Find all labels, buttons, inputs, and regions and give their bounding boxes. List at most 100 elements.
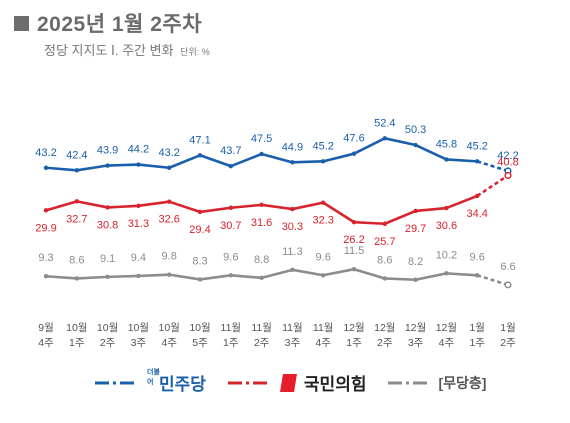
data-point-dem: [43, 165, 49, 170]
data-label-dem: 44.2: [128, 144, 149, 156]
data-point-none: [290, 267, 295, 273]
data-point-dem: [413, 142, 418, 148]
data-label-none: 8.3: [192, 255, 207, 267]
data-point-none: [197, 277, 203, 282]
data-point-none: [444, 271, 449, 276]
series-last-segment-dem: [476, 160, 509, 173]
x-tick-label: 2주: [500, 337, 516, 349]
data-label-ppp: 40.8: [497, 156, 518, 168]
x-tick-label: 3주: [408, 337, 424, 349]
data-label-dem: 42.4: [66, 149, 87, 161]
x-tick-label: 5주: [192, 337, 208, 349]
data-label-ppp: 31.6: [251, 217, 272, 229]
series-last-segment-none: [476, 274, 509, 287]
x-tick-label: 11월: [221, 322, 242, 334]
data-label-none: 8.6: [69, 254, 84, 266]
data-label-none: 9.6: [316, 251, 331, 263]
x-tick-label: 3주: [285, 337, 301, 349]
data-label-ppp: 25.7: [374, 236, 395, 248]
x-tick-label: 4주: [439, 337, 455, 349]
legend-line-ppp-icon: [227, 381, 270, 384]
ppp-logo-icon: [279, 373, 297, 392]
x-tick-label: 3주: [131, 337, 147, 349]
data-point-ppp: [413, 208, 418, 214]
dem-logo-icon: 더불어: [145, 369, 165, 393]
x-tick-label: 12월: [436, 322, 457, 334]
data-label-ppp: 29.4: [189, 224, 210, 236]
subtitle: 정당 지지도 Ⅰ. 주간 변화 단위: %: [44, 40, 210, 59]
data-label-dem: 50.3: [405, 124, 426, 136]
x-tick-label: 10월: [97, 322, 118, 334]
x-tick-label: 1주: [469, 337, 485, 349]
x-tick-label: 4주: [315, 337, 331, 349]
data-point-dem: [74, 168, 80, 173]
data-label-ppp: 32.6: [158, 214, 179, 226]
data-point-dem: [167, 165, 172, 170]
data-label-dem: 47.5: [251, 133, 272, 145]
data-label-none: 9.3: [38, 252, 53, 264]
legend-line-dem-icon: [95, 381, 137, 384]
x-tick-label: 1주: [346, 337, 362, 349]
data-label-none: 10.2: [436, 249, 457, 261]
data-point-ppp: [321, 200, 326, 205]
data-point-ppp: [167, 199, 172, 204]
data-point-ppp: [136, 203, 141, 209]
data-label-ppp: 30.8: [97, 219, 118, 231]
data-label-none: 8.2: [408, 256, 423, 268]
x-tick-label: 11월: [282, 322, 303, 334]
data-label-dem: 45.8: [436, 138, 457, 150]
data-label-ppp: 34.4: [466, 208, 487, 220]
data-label-ppp: 26.2: [343, 234, 364, 246]
data-point-ppp: [228, 205, 233, 210]
data-label-dem: 45.2: [312, 140, 333, 152]
legend-item-none: [무당층]: [388, 373, 486, 393]
data-label-none: 9.8: [162, 251, 177, 263]
legend: 더불어 민주당 국민의힘 [무당층]: [95, 369, 508, 395]
data-point-dem: [197, 153, 203, 158]
data-label-dem: 47.1: [189, 134, 210, 146]
data-point-dem: [382, 136, 387, 141]
x-tick-label: 9월: [38, 322, 54, 334]
data-point-dem: [136, 162, 141, 167]
x-tick-label: 12월: [374, 322, 395, 334]
data-point-none: [167, 272, 172, 277]
data-point-none: [321, 273, 326, 278]
data-label-none: 8.6: [377, 254, 392, 266]
data-label-none: 9.6: [223, 251, 238, 263]
data-point-none: [136, 273, 141, 279]
data-label-ppp: 29.9: [35, 222, 56, 234]
data-point-dem: [259, 151, 264, 157]
data-point-dem: [321, 159, 326, 164]
data-point-ppp: [382, 221, 387, 226]
data-label-dem: 45.2: [466, 140, 487, 152]
legend-label-none: [무당층]: [438, 374, 487, 391]
data-label-dem: 43.9: [97, 145, 118, 157]
legend-label-ppp: 국민의힘: [303, 375, 367, 394]
data-point-none: [413, 277, 418, 282]
x-tick-label: 12월: [405, 322, 426, 334]
data-label-ppp: 32.3: [312, 215, 333, 227]
data-point-dem: [290, 160, 295, 165]
legend-label-dem: 민주당: [159, 375, 206, 394]
title-square-icon: [14, 15, 29, 31]
data-label-ppp: 30.3: [282, 221, 303, 233]
x-tick-label: 4주: [161, 337, 177, 349]
data-point-ppp: [504, 171, 512, 179]
data-point-dem: [228, 163, 233, 169]
legend-item-dem: 더불어 민주당: [95, 369, 206, 395]
x-tick-label: 4주: [38, 337, 54, 349]
x-tick-label: 10월: [66, 322, 87, 334]
data-label-none: 11.5: [344, 245, 365, 257]
x-tick-label: 11월: [251, 322, 272, 334]
data-point-dem: [444, 157, 449, 162]
data-point-none: [74, 276, 80, 281]
data-point-ppp: [197, 209, 203, 215]
data-label-dem: 43.2: [158, 147, 179, 159]
data-label-none: 9.6: [470, 251, 485, 263]
x-tick-label: 10월: [159, 322, 180, 334]
data-label-ppp: 32.7: [66, 213, 87, 225]
dem-logo-text: 더불어: [147, 368, 160, 386]
data-point-ppp: [475, 193, 480, 199]
data-point-ppp: [43, 208, 49, 213]
